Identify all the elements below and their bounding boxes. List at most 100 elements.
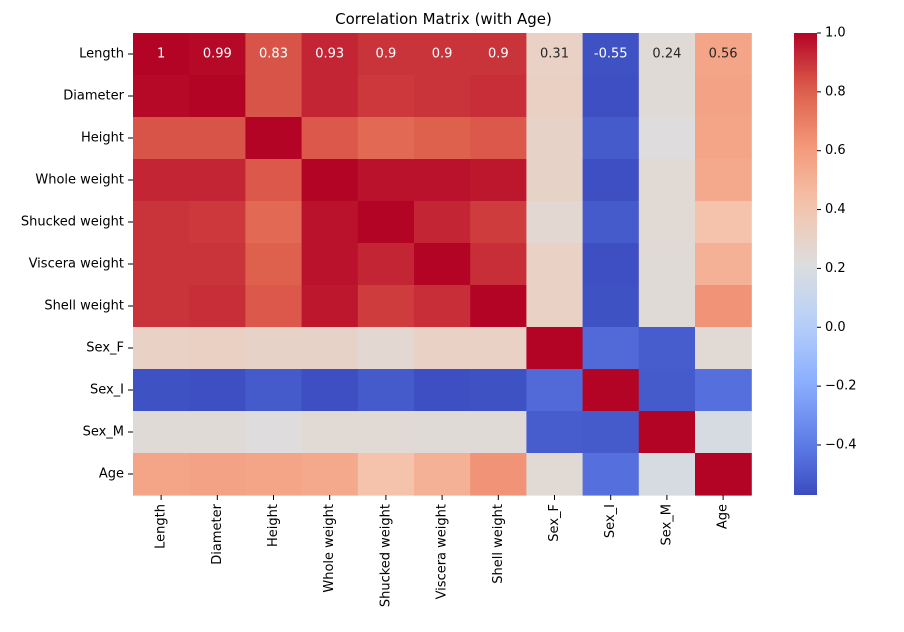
- heatmap-cell: [638, 75, 696, 118]
- heatmap-cell: [357, 75, 415, 118]
- heatmap-cells: [133, 33, 752, 496]
- y-tick-label: Shucked weight: [21, 215, 124, 230]
- heatmap-cell: [357, 369, 415, 412]
- cell-value-label: 0.83: [259, 47, 288, 62]
- heatmap-cell: [695, 33, 752, 76]
- heatmap-cell: [470, 327, 527, 370]
- heatmap-cell: [582, 159, 640, 202]
- cell-value-label: 0.24: [652, 47, 681, 62]
- heatmap-cell: [189, 243, 246, 286]
- heatmap-cell: [133, 159, 190, 202]
- heatmap-cell: [414, 201, 471, 244]
- heatmap-cell: [638, 243, 696, 286]
- colorbar-tick-label: 0.0: [825, 320, 846, 335]
- heatmap-cell: [582, 33, 640, 76]
- heatmap-cell: [695, 411, 752, 454]
- heatmap-cell: [695, 369, 752, 412]
- cell-value-label: 0.99: [203, 47, 232, 62]
- heatmap-cell: [582, 75, 640, 118]
- colorbar-tick-label: −0.2: [825, 379, 857, 394]
- heatmap-cell: [695, 201, 752, 244]
- heatmap-cell: [526, 285, 584, 328]
- y-tick-label: Sex_M: [83, 425, 124, 440]
- colorbar-tick-label: 0.8: [825, 84, 846, 99]
- heatmap-cell: [133, 117, 190, 160]
- heatmap-cell: [695, 117, 752, 160]
- x-tick-label: Diameter: [210, 503, 225, 564]
- y-tick-label: Height: [81, 131, 124, 146]
- x-tick-label: Length: [154, 504, 169, 549]
- y-tick-label: Viscera weight: [29, 257, 124, 272]
- heatmap-cell: [357, 117, 415, 160]
- heatmap-cell: [695, 75, 752, 118]
- cell-value-label: 0.93: [315, 47, 344, 62]
- heatmap-cell: [301, 159, 359, 202]
- heatmap-cell: [414, 327, 471, 370]
- x-tick-label: Whole weight: [322, 504, 337, 593]
- heatmap-cell: [414, 369, 471, 412]
- heatmap-cell: [638, 285, 696, 328]
- heatmap-cell: [245, 243, 303, 286]
- heatmap-cell: [189, 159, 246, 202]
- y-axis: Length Diameter Height Whole weight Shucked …: [21, 47, 133, 482]
- heatmap-cell: [245, 285, 303, 328]
- heatmap-cell: [470, 159, 527, 202]
- heatmap-cell: [301, 369, 359, 412]
- heatmap-cell: [133, 453, 190, 496]
- heatmap-cell: [189, 201, 246, 244]
- y-tick-label: Age: [99, 467, 124, 482]
- heatmap-cell: [301, 201, 359, 244]
- heatmap-cell: [470, 33, 527, 76]
- heatmap-cell: [695, 159, 752, 202]
- heatmap-cell: [414, 33, 471, 76]
- heatmap-cell: [695, 243, 752, 286]
- colorbar-tick-label: 0.6: [825, 143, 846, 158]
- y-tick-label: Diameter: [63, 89, 124, 104]
- heatmap-cell: [526, 453, 584, 496]
- x-tick-label: Sex_F: [547, 504, 562, 542]
- heatmap-cell: [189, 327, 246, 370]
- y-tick-label: Shell weight: [44, 299, 124, 314]
- heatmap-cell: [526, 411, 584, 454]
- heatmap-cell: [582, 201, 640, 244]
- colorbar-tick-label: 0.4: [825, 202, 846, 217]
- heatmap-cell: [414, 75, 471, 118]
- heatmap-cell: [357, 285, 415, 328]
- heatmap-cell: [245, 201, 303, 244]
- heatmap-cell: [245, 327, 303, 370]
- heatmap-cell: [638, 201, 696, 244]
- heatmap-cell: [189, 453, 246, 496]
- heatmap-cell: [414, 453, 471, 496]
- heatmap-cell: [695, 327, 752, 370]
- x-tick-label: Shucked weight: [378, 504, 393, 607]
- heatmap-cell: [414, 411, 471, 454]
- heatmap-cell: [582, 243, 640, 286]
- heatmap-cell: [695, 453, 752, 496]
- heatmap-cell: [133, 75, 190, 118]
- heatmap-cell: [301, 33, 359, 76]
- x-tick-label: Viscera weight: [435, 504, 450, 599]
- x-tick-label: Shell weight: [491, 504, 506, 584]
- heatmap-cell: [301, 327, 359, 370]
- heatmap-cell: [357, 411, 415, 454]
- y-tick-label: Whole weight: [35, 173, 124, 188]
- heatmap-cell: [526, 327, 584, 370]
- heatmap-cell: [638, 117, 696, 160]
- heatmap-cell: [638, 369, 696, 412]
- heatmap-cell: [470, 117, 527, 160]
- heatmap-cell: [470, 369, 527, 412]
- heatmap-cell: [582, 285, 640, 328]
- heatmap-cell: [470, 75, 527, 118]
- y-tick-label: Sex_F: [86, 341, 124, 356]
- heatmap-cell: [638, 327, 696, 370]
- heatmap-cell: [526, 243, 584, 286]
- heatmap-cell: [638, 159, 696, 202]
- heatmap-cell: [133, 243, 190, 286]
- cell-value-label: 0.9: [488, 47, 509, 62]
- heatmap-cell: [189, 117, 246, 160]
- heatmap-cell: [526, 369, 584, 412]
- heatmap-cell: [301, 285, 359, 328]
- colorbar-gradient: [794, 33, 817, 495]
- heatmap-cell: [189, 285, 246, 328]
